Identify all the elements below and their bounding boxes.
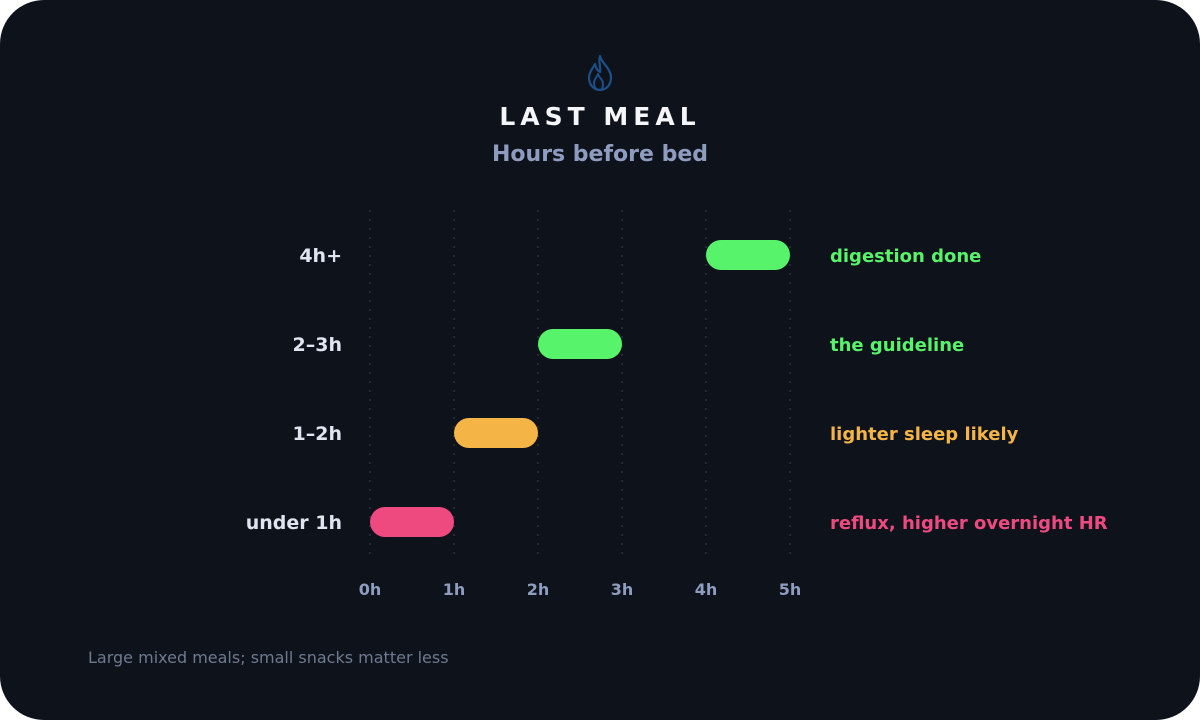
- flame-icon: [587, 54, 613, 92]
- chart-subtitle: Hours before bed: [492, 142, 708, 167]
- category-label: under 1h: [246, 512, 342, 534]
- labels: 4h+ digestion done 2–3h the guideline 1–2h li…: [246, 245, 1108, 534]
- x-tick-label: 5h: [779, 580, 802, 599]
- category-label: 1–2h: [293, 423, 342, 445]
- bar-annotation: digestion done: [830, 246, 981, 267]
- chart-title: LAST MEAL: [499, 102, 701, 131]
- range-bar: [454, 418, 538, 448]
- bar-annotation: the guideline: [830, 335, 964, 356]
- bar-annotation: reflux, higher overnight HR: [830, 513, 1108, 534]
- x-tick-label: 1h: [443, 580, 466, 599]
- x-tick-label: 3h: [611, 580, 634, 599]
- bars: [370, 240, 790, 537]
- bar-annotation: lighter sleep likely: [830, 424, 1019, 445]
- category-label: 4h+: [299, 245, 342, 267]
- x-tick-label: 4h: [695, 580, 718, 599]
- x-axis-ticks: 0h 1h 2h 3h 4h 5h: [359, 580, 802, 599]
- category-label: 2–3h: [293, 334, 342, 356]
- range-bar: [706, 240, 790, 270]
- footnote: Large mixed meals; small snacks matter l…: [88, 648, 449, 667]
- x-tick-label: 2h: [527, 580, 550, 599]
- x-tick-label: 0h: [359, 580, 382, 599]
- range-bar: [538, 329, 622, 359]
- range-bar: [370, 507, 454, 537]
